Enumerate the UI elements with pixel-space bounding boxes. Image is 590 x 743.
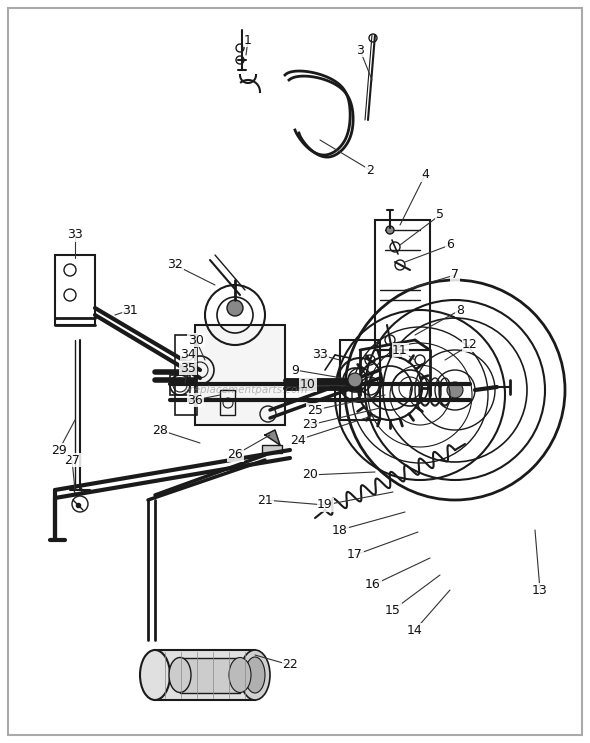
Text: 35: 35 — [180, 362, 196, 374]
Text: 8: 8 — [456, 303, 464, 317]
Text: 10: 10 — [300, 378, 316, 392]
Text: 18: 18 — [332, 524, 348, 536]
Bar — [220, 390, 235, 415]
Text: 20: 20 — [302, 469, 318, 481]
Text: 27: 27 — [64, 453, 80, 467]
Text: 30: 30 — [188, 334, 204, 346]
Text: 19: 19 — [317, 499, 333, 511]
Text: 2: 2 — [366, 163, 374, 177]
Text: 7: 7 — [451, 268, 459, 282]
Bar — [170, 375, 190, 395]
Text: 28: 28 — [152, 424, 168, 436]
Bar — [175, 335, 197, 415]
Text: 6: 6 — [446, 239, 454, 251]
Text: 12: 12 — [462, 339, 478, 351]
Text: 14: 14 — [407, 623, 423, 637]
Text: 4: 4 — [421, 169, 429, 181]
Text: 22: 22 — [282, 658, 298, 672]
Text: 32: 32 — [167, 259, 183, 271]
Text: 33: 33 — [67, 229, 83, 241]
Ellipse shape — [140, 650, 170, 700]
Text: 26: 26 — [227, 449, 243, 461]
Text: 24: 24 — [290, 433, 306, 447]
Text: 9: 9 — [291, 363, 299, 377]
Bar — [262, 445, 282, 453]
Circle shape — [447, 382, 463, 398]
Bar — [55, 255, 95, 325]
Text: 23: 23 — [302, 418, 318, 432]
Text: 3: 3 — [356, 44, 364, 56]
Text: 36: 36 — [187, 394, 203, 406]
Text: 29: 29 — [51, 444, 67, 456]
Circle shape — [227, 300, 243, 316]
Ellipse shape — [240, 650, 270, 700]
Polygon shape — [265, 430, 280, 445]
Text: 5: 5 — [436, 209, 444, 221]
Ellipse shape — [245, 657, 265, 693]
Text: 16: 16 — [365, 579, 381, 591]
Text: 21: 21 — [257, 493, 273, 507]
Circle shape — [386, 226, 394, 234]
Circle shape — [348, 373, 362, 387]
Bar — [375, 220, 430, 350]
Bar — [180, 658, 240, 693]
Text: ereplacementparts.com: ereplacementparts.com — [183, 385, 308, 395]
Text: 33: 33 — [312, 348, 328, 362]
Text: 17: 17 — [347, 548, 363, 562]
Text: 34: 34 — [180, 348, 196, 362]
Text: 25: 25 — [307, 403, 323, 417]
Ellipse shape — [169, 658, 191, 692]
Bar — [340, 340, 380, 420]
Ellipse shape — [229, 658, 251, 692]
Text: 13: 13 — [532, 583, 548, 597]
Text: 15: 15 — [385, 603, 401, 617]
Text: 11: 11 — [392, 343, 408, 357]
Text: 1: 1 — [244, 33, 252, 47]
Bar — [195, 325, 285, 425]
Text: 31: 31 — [122, 303, 138, 317]
Bar — [155, 650, 255, 700]
